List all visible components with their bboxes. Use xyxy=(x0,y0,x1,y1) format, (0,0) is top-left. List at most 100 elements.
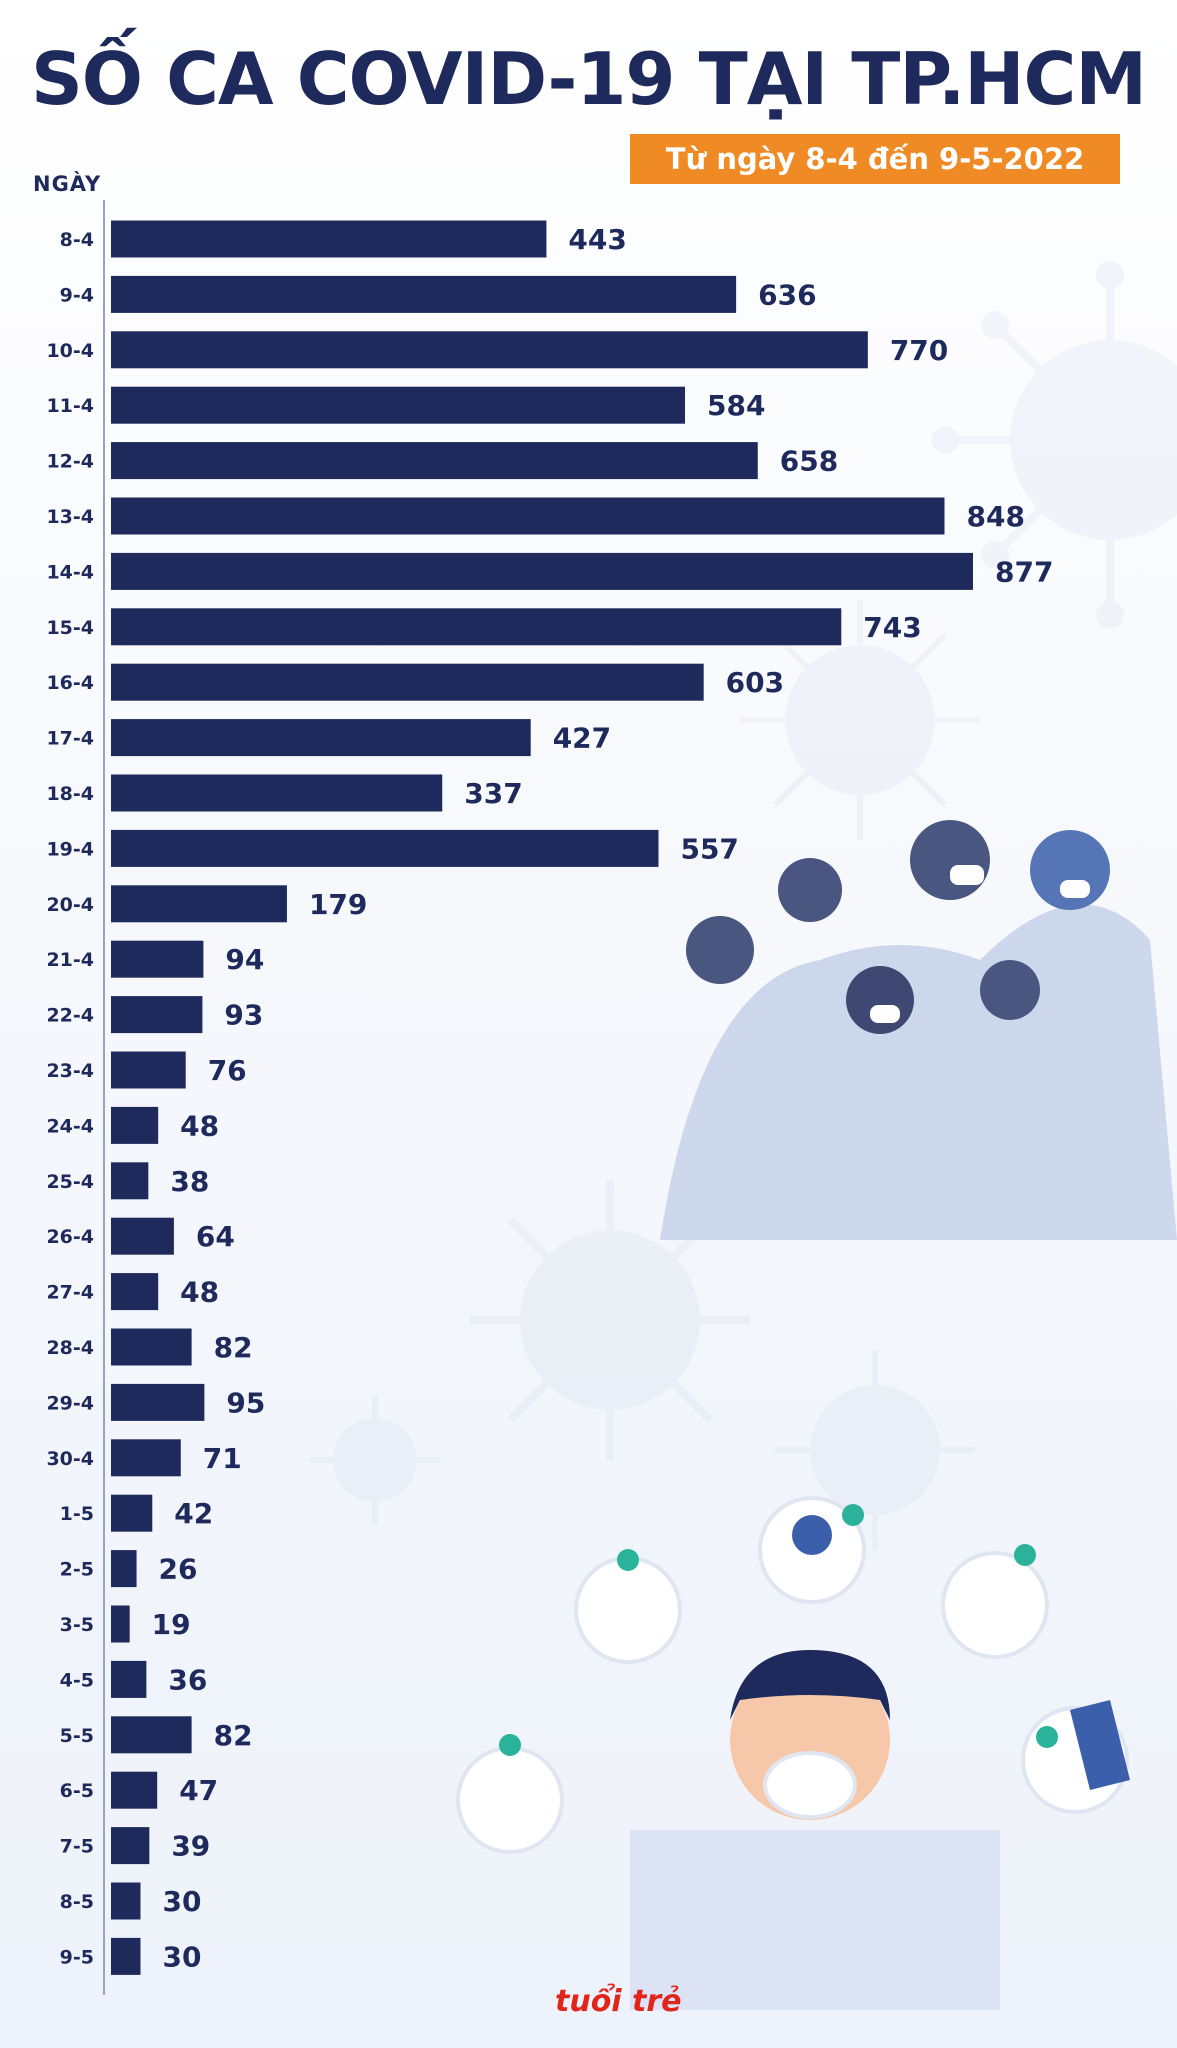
bar xyxy=(111,1328,192,1366)
data-label: 26 xyxy=(159,1553,198,1586)
bar xyxy=(111,275,737,313)
data-label: 71 xyxy=(203,1442,242,1475)
bar xyxy=(111,1217,174,1255)
data-label: 94 xyxy=(225,943,264,976)
bar xyxy=(111,552,973,590)
y-tick-label: 14-4 xyxy=(46,561,94,583)
data-label: 39 xyxy=(171,1830,210,1863)
bar xyxy=(111,1605,130,1643)
brand-logo: tuổi trẻ xyxy=(555,1984,682,2019)
bar xyxy=(111,386,686,424)
bar xyxy=(111,1383,205,1421)
data-label: 848 xyxy=(966,500,1024,533)
y-tick-label: 2-5 xyxy=(60,1559,94,1581)
bar xyxy=(111,220,547,258)
y-tick-label: 24-4 xyxy=(46,1115,94,1137)
virus-icon xyxy=(470,1180,750,1460)
data-label: 557 xyxy=(680,832,738,865)
bar xyxy=(111,497,945,535)
y-tick-label: 27-4 xyxy=(46,1282,94,1304)
y-tick-label: 12-4 xyxy=(46,451,94,473)
doctor-illustration xyxy=(600,1650,1020,2048)
bar xyxy=(111,774,443,812)
data-label: 19 xyxy=(152,1608,191,1641)
data-label: 30 xyxy=(162,1940,201,1973)
bar xyxy=(111,1660,147,1698)
y-tick-label: 9-5 xyxy=(60,1946,94,1968)
data-label: 603 xyxy=(726,666,784,699)
bar xyxy=(111,1716,192,1754)
y-tick-label: 28-4 xyxy=(46,1337,94,1359)
y-tick-label: 21-4 xyxy=(46,949,94,971)
data-label: 584 xyxy=(707,389,765,422)
chart-title: SỐ CA COVID-19 TẠI TP.HCM xyxy=(30,37,1147,121)
y-tick-label: 17-4 xyxy=(46,728,94,750)
data-label: 427 xyxy=(553,722,611,755)
y-tick-label: 13-4 xyxy=(46,506,94,528)
data-label: 743 xyxy=(863,611,921,644)
y-tick-label: 8-5 xyxy=(60,1891,94,1913)
data-label: 770 xyxy=(890,334,948,367)
data-label: 443 xyxy=(568,223,626,256)
bar xyxy=(111,1937,141,1975)
data-label: 179 xyxy=(309,888,367,921)
data-label: 95 xyxy=(226,1386,265,1419)
data-label: 48 xyxy=(180,1109,219,1142)
y-tick-label: 1-5 xyxy=(60,1503,94,1525)
bar xyxy=(111,1827,150,1865)
y-tick-label: 8-4 xyxy=(60,229,94,251)
y-tick-label: 10-4 xyxy=(46,340,94,362)
data-label: 658 xyxy=(780,445,838,478)
virus-icon xyxy=(310,1350,975,1550)
data-label: 636 xyxy=(758,278,816,311)
data-label: 38 xyxy=(170,1165,209,1198)
bar xyxy=(111,1051,186,1089)
y-tick-label: 25-4 xyxy=(46,1171,94,1193)
bar xyxy=(111,1106,159,1144)
y-tick-label: 19-4 xyxy=(46,838,94,860)
data-label: 47 xyxy=(179,1774,218,1807)
bar xyxy=(111,331,868,369)
data-label: 877 xyxy=(995,555,1053,588)
y-tick-label: 26-4 xyxy=(46,1226,94,1248)
y-tick-label: 5-5 xyxy=(60,1725,94,1747)
y-axis-title: NGÀY xyxy=(33,172,102,196)
y-tick-label: 30-4 xyxy=(46,1448,94,1470)
y-tick-label: 29-4 xyxy=(46,1392,94,1414)
data-label: 42 xyxy=(174,1497,213,1530)
bar xyxy=(111,719,531,757)
data-label: 36 xyxy=(168,1663,207,1696)
bar xyxy=(111,1494,153,1532)
bar xyxy=(111,1771,158,1809)
bar xyxy=(111,1439,181,1477)
y-tick-label: 22-4 xyxy=(46,1005,94,1027)
y-tick-label: 9-4 xyxy=(60,284,94,306)
bar xyxy=(111,829,659,867)
y-tick-label: 15-4 xyxy=(46,617,94,639)
bar xyxy=(111,442,758,480)
y-tick-label: 3-5 xyxy=(60,1614,94,1636)
bar xyxy=(111,885,287,923)
bar xyxy=(111,940,204,978)
y-tick-label: 16-4 xyxy=(46,672,94,694)
data-label: 30 xyxy=(162,1885,201,1918)
bar xyxy=(111,1882,141,1920)
bar xyxy=(111,1273,159,1311)
crowd-illustration xyxy=(660,820,1177,1240)
data-label: 93 xyxy=(224,999,263,1032)
hygiene-icons xyxy=(456,1496,1130,1854)
data-label: 76 xyxy=(208,1054,247,1087)
y-tick-label: 23-4 xyxy=(46,1060,94,1082)
virus-icon xyxy=(931,261,1177,629)
y-tick-label: 4-5 xyxy=(60,1669,94,1691)
data-label: 82 xyxy=(214,1719,253,1752)
y-tick-label: 7-5 xyxy=(60,1836,94,1858)
y-tick-label: 18-4 xyxy=(46,783,94,805)
y-tick-label: 11-4 xyxy=(46,395,94,417)
data-label: 337 xyxy=(464,777,522,810)
bar xyxy=(111,996,203,1034)
bar xyxy=(111,1162,149,1200)
y-tick-label: 6-5 xyxy=(60,1780,94,1802)
